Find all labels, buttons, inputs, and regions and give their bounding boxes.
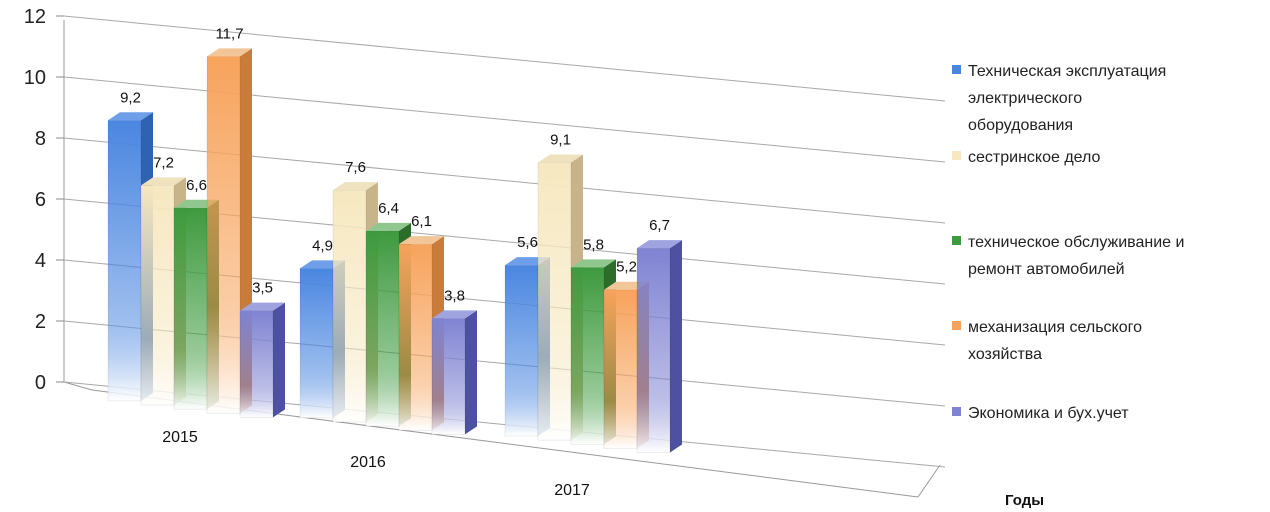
legend-item: Техническая эксплуатация электрического об…	[952, 63, 1166, 134]
data-label: 7,6	[345, 159, 366, 176]
legend-item: механизация сельского хозяйства	[952, 319, 1142, 363]
bar-front	[365, 230, 400, 427]
legend-swatch	[952, 321, 961, 330]
legend-swatch	[952, 65, 961, 74]
data-label: 7,2	[153, 154, 174, 171]
y-tick-label: 12	[24, 6, 46, 28]
legend-label: техническое обслуживание и	[968, 234, 1184, 251]
y-axis: 0 2 4 6 8 10 12	[24, 6, 64, 394]
legend-item: сестринское дело	[952, 149, 1101, 166]
data-label: 5,8	[583, 236, 604, 253]
x-tick-label: 2016	[350, 454, 386, 471]
bar-front	[504, 264, 539, 437]
bars	[107, 48, 682, 453]
bar-top	[538, 154, 583, 163]
data-label: 3,5	[252, 280, 273, 297]
y-tick-label: 8	[35, 128, 46, 150]
floor-right-edge	[917, 464, 941, 498]
bar-top	[333, 182, 378, 191]
bar-front	[206, 56, 241, 414]
bar-front	[173, 207, 208, 410]
bar-top	[240, 302, 285, 311]
legend-label: сестринское дело	[968, 149, 1101, 166]
data-label: 3,8	[444, 287, 465, 304]
bar-side	[273, 302, 285, 418]
bar-front	[107, 119, 142, 402]
bar-front	[299, 268, 334, 419]
gridline	[63, 15, 946, 102]
legend-label: Экономика и бух.учет	[968, 405, 1129, 422]
bar-front	[603, 289, 638, 449]
legend-label: оборудования	[968, 117, 1073, 134]
x-axis: 2015 2016 2017	[162, 429, 590, 499]
legend-swatch	[952, 236, 961, 245]
y-tick-label: 4	[35, 250, 46, 272]
x-axis-title: Годы	[1005, 492, 1044, 509]
bar-top	[366, 222, 411, 231]
legend-item: техническое обслуживание и ремонт автомоб…	[952, 234, 1184, 278]
legend-label: электрического	[968, 90, 1082, 107]
bar-top	[207, 48, 252, 57]
bar-front	[239, 310, 274, 418]
data-label: 6,4	[378, 200, 399, 217]
bar-side	[465, 310, 477, 435]
floor-left-edge	[63, 381, 93, 391]
bar-2-4	[636, 240, 682, 453]
bar-front	[398, 243, 433, 431]
bar-0-4	[239, 302, 285, 418]
bar-front	[537, 162, 572, 441]
legend: Техническая эксплуатация электрического об…	[952, 63, 1184, 422]
legend-swatch	[952, 407, 961, 416]
data-label: 9,1	[550, 132, 571, 149]
legend-label: механизация сельского	[968, 319, 1142, 336]
data-label: 6,7	[649, 217, 670, 234]
bar-front	[332, 189, 367, 423]
bar-top	[141, 177, 186, 186]
data-label: 5,2	[616, 259, 637, 276]
bar-front	[570, 267, 605, 445]
data-label: 4,9	[312, 237, 333, 254]
bar-0-3	[206, 48, 252, 414]
legend-label: Техническая эксплуатация	[968, 63, 1166, 80]
x-tick-label: 2015	[162, 429, 198, 446]
bar-top	[637, 240, 682, 249]
data-label: 6,1	[411, 213, 432, 230]
data-label: 6,6	[186, 177, 207, 194]
bar-front	[140, 185, 175, 406]
bar-front	[431, 318, 466, 435]
bar-top	[432, 310, 477, 319]
data-labels: 9,2 7,2 6,6 11,7 3,5 4,9 7,6 6,4 6,1 3,8 5,6 9,1 5,8…	[120, 25, 670, 304]
data-label: 11,7	[215, 25, 243, 42]
data-label: 5,6	[517, 234, 538, 251]
bar-side	[670, 240, 682, 453]
x-tick-label: 2017	[554, 482, 590, 499]
legend-swatch	[952, 151, 961, 160]
legend-label: ремонт автомобилей	[968, 261, 1125, 278]
bar-1-4	[431, 310, 477, 435]
data-label: 9,2	[120, 89, 141, 106]
y-tick-label: 0	[35, 372, 46, 394]
bar-top	[108, 112, 153, 121]
legend-item: Экономика и бух.учет	[952, 405, 1129, 422]
gridline	[63, 76, 946, 163]
y-tick-label: 2	[35, 311, 46, 333]
y-tick-label: 6	[35, 189, 46, 211]
y-tick-label: 10	[24, 67, 46, 89]
bar-front	[636, 247, 671, 453]
legend-label: хозяйства	[968, 346, 1042, 363]
bar-top	[571, 259, 616, 268]
bar-top	[399, 236, 444, 245]
